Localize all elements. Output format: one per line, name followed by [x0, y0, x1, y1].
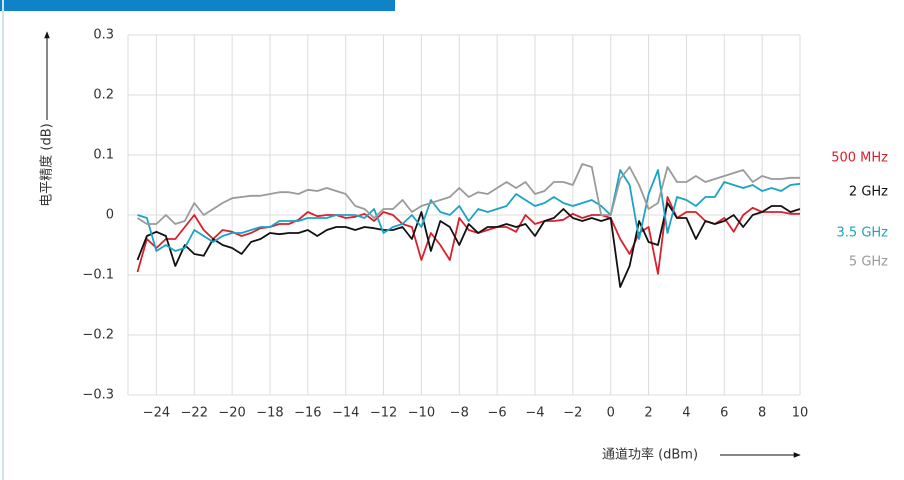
x-tick-label: −6 — [488, 406, 507, 421]
header-bar — [0, 0, 395, 11]
y-tick-label: 0.1 — [93, 148, 114, 163]
y-tick-label: −0.2 — [82, 328, 114, 343]
series-line — [137, 163, 800, 225]
x-tick-label: −14 — [332, 406, 359, 421]
series-line — [137, 169, 801, 252]
x-tick-label: −24 — [143, 406, 170, 421]
y-tick-label: 0.2 — [93, 88, 114, 103]
x-tick-label: 2 — [644, 406, 652, 421]
legend-label: 2 GHz — [849, 185, 888, 200]
x-tick-label: −22 — [181, 406, 208, 421]
legend-label: 500 MHz — [831, 151, 888, 166]
x-tick-label: 10 — [792, 406, 809, 421]
x-tick-label: −4 — [525, 406, 544, 421]
x-tick-label: 4 — [682, 406, 690, 421]
x-tick-label: −10 — [408, 406, 435, 421]
x-tick-label: −2 — [563, 406, 582, 421]
x-tick-label: 0 — [607, 406, 615, 421]
series-line — [136, 202, 801, 288]
x-tick-label: −18 — [256, 406, 283, 421]
x-tick-label: 6 — [720, 406, 728, 421]
x-tick-label: −20 — [218, 406, 245, 421]
x-tick-label: −8 — [450, 406, 469, 421]
legend-label: 3.5 GHz — [837, 226, 889, 241]
y-tick-label: −0.1 — [82, 268, 114, 283]
y-tick-label: 0.3 — [93, 28, 114, 43]
y-tick-label: −0.3 — [82, 388, 114, 403]
series-line — [136, 196, 800, 275]
y-tick-label: 0 — [106, 208, 114, 223]
x-tick-label: −12 — [370, 406, 397, 421]
x-tick-label: 8 — [758, 406, 766, 421]
y-axis-label: 电平精度 (dB) — [39, 123, 55, 206]
x-tick-label: −16 — [294, 406, 321, 421]
legend-label: 5 GHz — [849, 255, 888, 270]
x-axis-label: 通道功率 (dBm) — [602, 447, 698, 463]
